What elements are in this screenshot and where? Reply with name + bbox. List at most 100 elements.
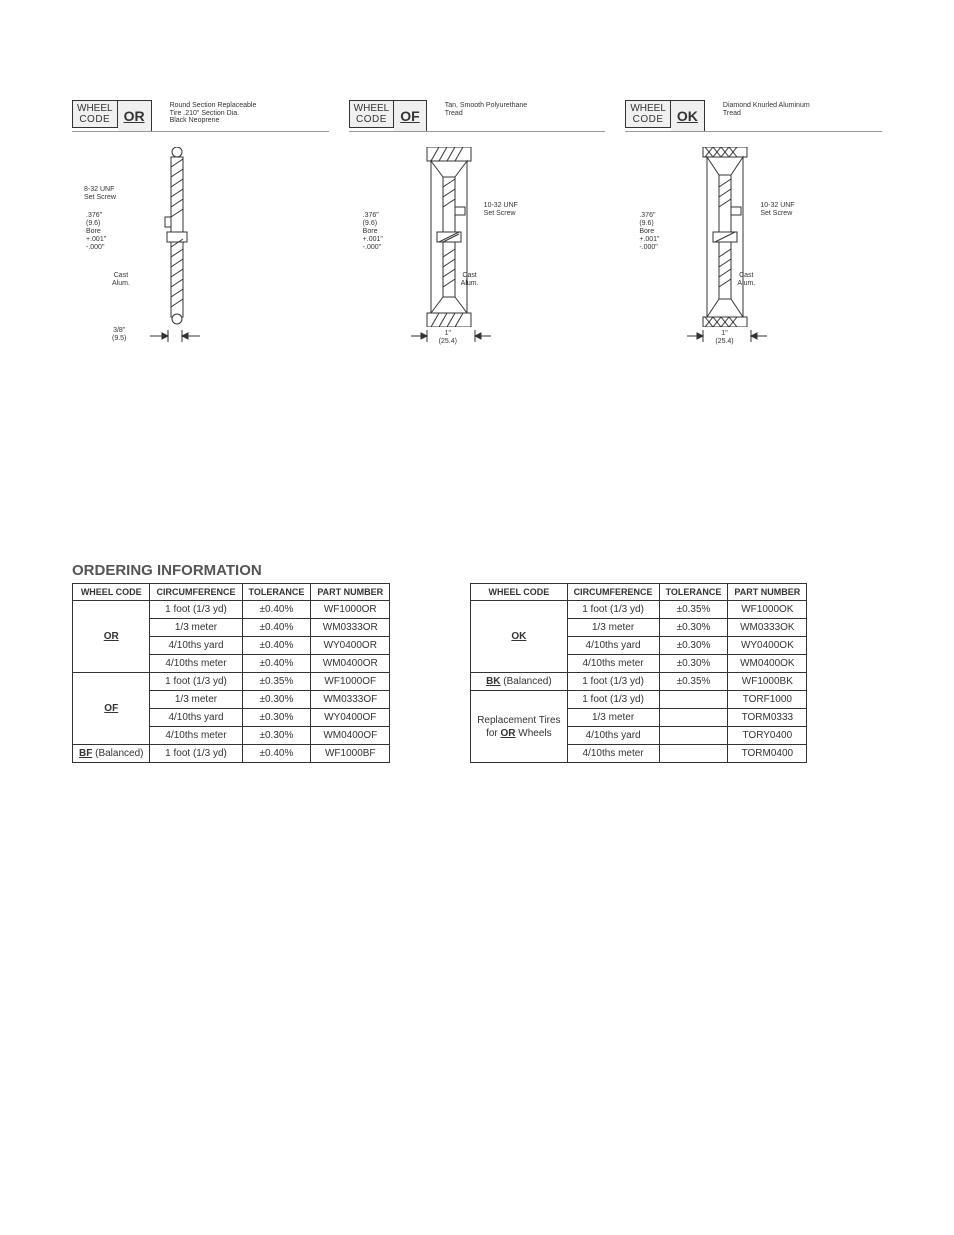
wheel-desc: Tan, Smooth Polyurethane Tread [445, 100, 528, 117]
panel-header: WHEEL CODE OF Tan, Smooth Polyurethane T… [349, 100, 606, 132]
tolerance-cell: ±0.30% [659, 655, 728, 673]
wheel-code-cell: OK [471, 601, 567, 673]
circumference-cell: 1 foot (1/3 yd) [567, 601, 659, 619]
circumference-cell: 4/10ths meter [567, 655, 659, 673]
wheel-desc: Round Section Replaceable Tire .210" Sec… [170, 100, 257, 125]
tolerance-cell: ±0.40% [242, 619, 311, 637]
page: WHEEL CODE OR Round Section Replaceable … [0, 0, 954, 763]
set-screw-label: 10-32 UNF Set Screw [484, 202, 518, 218]
circumference-cell: 1 foot (1/3 yd) [567, 673, 659, 691]
tolerance-cell: ±0.30% [242, 691, 311, 709]
part-number-cell: WM0400OK [728, 655, 807, 673]
tolerance-cell: ±0.40% [242, 655, 311, 673]
table-row: BK (Balanced)1 foot (1/3 yd)±0.35%WF1000… [471, 673, 807, 691]
wheel-code: OR [118, 100, 152, 132]
part-number-cell: TORY0400 [728, 727, 807, 745]
circumference-cell: 1 foot (1/3 yd) [150, 601, 242, 619]
circumference-cell: 4/10ths meter [567, 745, 659, 763]
circumference-cell: 4/10ths yard [150, 637, 242, 655]
diagrams-row: WHEEL CODE OR Round Section Replaceable … [0, 0, 954, 342]
wheel-code-cell: BF (Balanced) [73, 745, 150, 763]
circumference-cell: 4/10ths meter [150, 727, 242, 745]
wheel-code: OF [394, 100, 426, 132]
cast-label: Cast Alum. [112, 272, 130, 288]
part-number-cell: WF1000OK [728, 601, 807, 619]
table-header: CIRCUMFERENCE [150, 584, 242, 601]
width-label: 3/8" (9.5) [112, 327, 126, 343]
circumference-cell: 4/10ths yard [567, 727, 659, 745]
wheel-code-cell: Replacement Tiresfor OR Wheels [471, 691, 567, 763]
circumference-cell: 4/10ths yard [150, 709, 242, 727]
code-label: CODE [630, 114, 666, 125]
panel-header: WHEEL CODE OR Round Section Replaceable … [72, 100, 329, 132]
set-screw-label: 8-32 UNF Set Screw [84, 186, 116, 202]
tolerance-cell: ±0.30% [242, 709, 311, 727]
panel-header: WHEEL CODE OK Diamond Knurled Aluminum T… [625, 100, 882, 132]
tolerance-cell: ±0.40% [242, 601, 311, 619]
part-number-cell: WY0400OK [728, 637, 807, 655]
width-arrows-icon [150, 330, 200, 342]
ordering-table-left: WHEEL CODECIRCUMFERENCETOLERANCEPART NUM… [72, 583, 390, 763]
circumference-cell: 4/10ths yard [567, 637, 659, 655]
table-row: OK1 foot (1/3 yd)±0.35%WF1000OK [471, 601, 807, 619]
bore-label: .376" (9.6) Bore +.001" -.000" [86, 212, 106, 252]
tolerance-cell: ±0.35% [659, 601, 728, 619]
part-number-cell: WM0400OR [311, 655, 390, 673]
tolerance-cell [659, 727, 728, 745]
circumference-cell: 1 foot (1/3 yd) [150, 745, 242, 763]
ordering-tables-row: WHEEL CODECIRCUMFERENCETOLERANCEPART NUM… [72, 583, 882, 763]
table-row: Replacement Tiresfor OR Wheels1 foot (1/… [471, 691, 807, 709]
tolerance-cell: ±0.40% [242, 637, 311, 655]
part-number-cell: TORM0400 [728, 745, 807, 763]
tolerance-cell: ±0.40% [242, 745, 311, 763]
wheel-desc: Diamond Knurled Aluminum Tread [723, 100, 810, 117]
table-header: WHEEL CODE [471, 584, 567, 601]
tolerance-cell [659, 709, 728, 727]
wheel-code: OK [671, 100, 705, 132]
set-screw-label: 10-32 UNF Set Screw [760, 202, 794, 218]
cast-label: Cast Alum. [461, 272, 479, 288]
part-number-cell: WM0333OR [311, 619, 390, 637]
part-number-cell: WY0400OF [311, 709, 390, 727]
panel-body: 10-32 UNF Set Screw .376" (9.6) Bore +.0… [625, 131, 882, 342]
tolerance-cell [659, 691, 728, 709]
part-number-cell: WM0333OF [311, 691, 390, 709]
wheel-code-cell: OR [73, 601, 150, 673]
table-row: BF (Balanced)1 foot (1/3 yd)±0.40%WF1000… [73, 745, 390, 763]
width-arrows-icon [411, 330, 491, 342]
table-header: PART NUMBER [311, 584, 390, 601]
code-label: CODE [77, 114, 113, 125]
circumference-cell: 1/3 meter [150, 619, 242, 637]
diagram-panel-ok: WHEEL CODE OK Diamond Knurled Aluminum T… [625, 100, 882, 342]
table-header: PART NUMBER [728, 584, 807, 601]
bore-label: .376" (9.6) Bore +.001" -.000" [363, 212, 383, 252]
wheel-code-cell: OF [73, 673, 150, 745]
part-number-cell: WM0400OF [311, 727, 390, 745]
tolerance-cell [659, 745, 728, 763]
circumference-cell: 1/3 meter [150, 691, 242, 709]
tolerance-cell: ±0.35% [659, 673, 728, 691]
diagram-panel-of: WHEEL CODE OF Tan, Smooth Polyurethane T… [349, 100, 606, 342]
ordering-table-right: WHEEL CODECIRCUMFERENCETOLERANCEPART NUM… [470, 583, 807, 763]
wheel-or-icon [157, 147, 197, 327]
wheel-of-icon [419, 147, 479, 327]
ordering-section: ORDERING INFORMATION WHEEL CODECIRCUMFER… [0, 562, 954, 763]
tolerance-cell: ±0.30% [242, 727, 311, 745]
table-header: CIRCUMFERENCE [567, 584, 659, 601]
part-number-cell: TORM0333 [728, 709, 807, 727]
part-number-cell: WF1000OF [311, 673, 390, 691]
panel-body: 8-32 UNF Set Screw .376" (9.6) Bore +.00… [72, 131, 329, 342]
wheel-code-box: WHEEL CODE [625, 100, 671, 128]
code-label: CODE [354, 114, 390, 125]
circumference-cell: 1/3 meter [567, 619, 659, 637]
bore-label: .376" (9.6) Bore +.001" -.000" [639, 212, 659, 252]
wheel-code-box: WHEEL CODE [349, 100, 395, 128]
circumference-cell: 1 foot (1/3 yd) [150, 673, 242, 691]
wheel-code-box: WHEEL CODE [72, 100, 118, 128]
wheel-code-cell: BK (Balanced) [471, 673, 567, 691]
wheel-label: WHEEL [354, 103, 390, 114]
circumference-cell: 1/3 meter [567, 709, 659, 727]
diagram-panel-or: WHEEL CODE OR Round Section Replaceable … [72, 100, 329, 342]
width-arrows-icon [687, 330, 767, 342]
tolerance-cell: ±0.30% [659, 637, 728, 655]
